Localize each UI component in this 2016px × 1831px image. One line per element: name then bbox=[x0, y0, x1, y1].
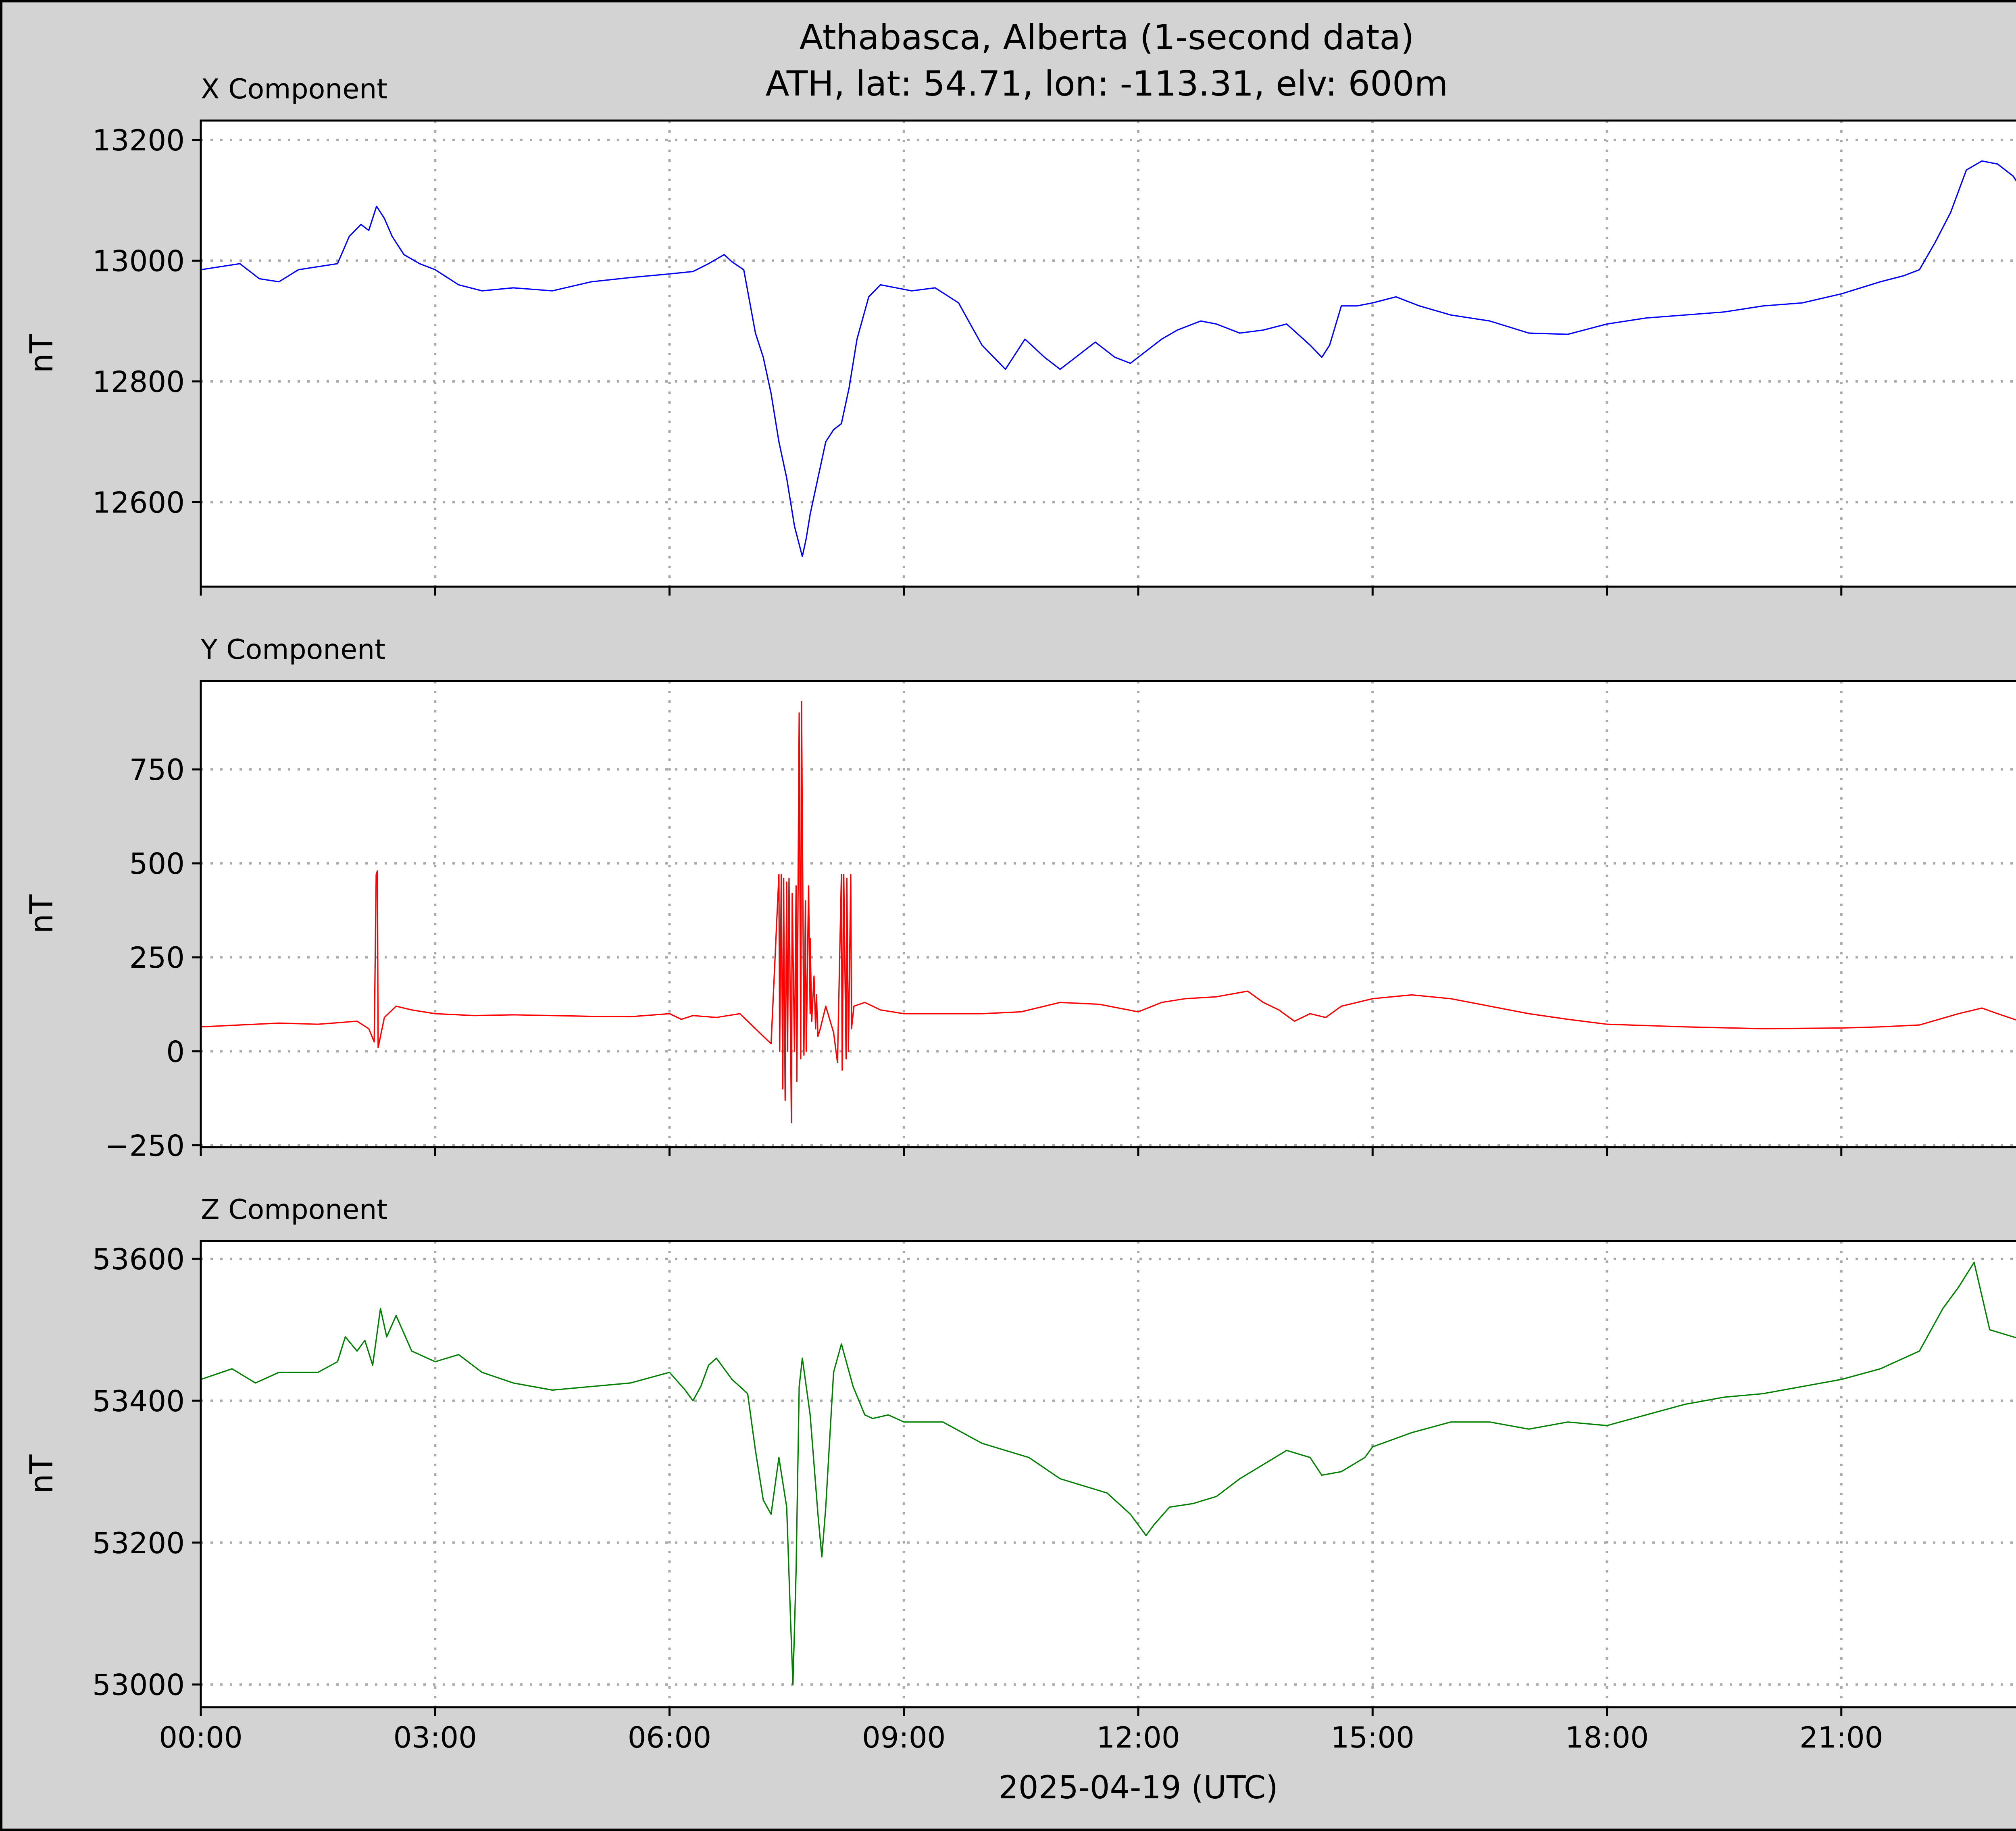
panel-z-yticks: 53000 53200 53400 53600 bbox=[92, 1242, 201, 1702]
panel-y-xticks bbox=[200, 1147, 1843, 1156]
panel-x-ytick-label: 13000 bbox=[92, 244, 185, 278]
panel-z-label: Z Component bbox=[201, 1194, 387, 1226]
xtick-label: 06:00 bbox=[628, 1721, 712, 1754]
panel-y-label: Y Component bbox=[200, 634, 385, 666]
panel-x-yticks: 12600 12800 13000 13200 bbox=[92, 123, 201, 519]
chart-title: Athabasca, Alberta (1-second data) bbox=[800, 17, 1414, 58]
xtick-label: 00:00 bbox=[159, 1721, 243, 1754]
panel-y-ytick-label: −250 bbox=[105, 1129, 185, 1162]
panel-y: −250 0 250 500 750 Y Component nT bbox=[24, 634, 2016, 1162]
panel-x-series-line bbox=[200, 160, 2016, 557]
panel-x-plot-area bbox=[201, 121, 2016, 587]
panel-z: 53000 53200 53400 53600 00:00 03:00 06:00 09:0… bbox=[24, 1194, 2016, 1806]
panel-x: 12600 12800 13000 13200 X Component nT bbox=[24, 73, 2016, 596]
panel-z-ytick-label: 53200 bbox=[92, 1526, 185, 1560]
xtick-label: 18:00 bbox=[1565, 1721, 1649, 1754]
xtick-label: 12:00 bbox=[1096, 1721, 1180, 1754]
panel-z-plot-area bbox=[201, 1241, 2016, 1707]
panel-y-ytick-label: 0 bbox=[166, 1035, 185, 1069]
xtick-label: 15:00 bbox=[1331, 1721, 1415, 1754]
panel-x-ytick-label: 12600 bbox=[92, 485, 185, 519]
panel-z-xticks: 00:00 03:00 06:00 09:00 12:00 15:00 18:00 21:00 bbox=[159, 1707, 1883, 1754]
panel-x-ytick-label: 13200 bbox=[92, 123, 185, 157]
panel-y-plot-area bbox=[201, 681, 2016, 1147]
panel-x-label: X Component bbox=[201, 73, 387, 105]
panel-y-ytick-label: 250 bbox=[129, 941, 185, 975]
panel-z-ylabel: nT bbox=[24, 1454, 60, 1494]
panel-x-xticks bbox=[200, 587, 1843, 596]
panel-y-yticks: −250 0 250 500 750 bbox=[105, 753, 201, 1162]
panel-x-ytick-label: 12800 bbox=[92, 365, 185, 399]
panel-y-ytick-label: 750 bbox=[129, 753, 185, 787]
x-axis-label: 2025-04-19 (UTC) bbox=[998, 1770, 1278, 1806]
chart-subtitle: ATH, lat: 54.71, lon: -113.31, elv: 600m bbox=[766, 64, 1448, 104]
panel-z-ytick-label: 53000 bbox=[92, 1668, 185, 1702]
panel-z-grid bbox=[201, 1241, 2016, 1707]
panel-z-ytick-label: 53400 bbox=[92, 1384, 185, 1418]
panel-z-series-line bbox=[200, 1262, 2016, 1685]
xtick-label: 21:00 bbox=[1799, 1721, 1883, 1754]
panel-y-ylabel: nT bbox=[24, 894, 60, 933]
xtick-label: 09:00 bbox=[862, 1721, 946, 1754]
panel-y-series-line bbox=[200, 701, 2016, 1123]
panel-x-grid bbox=[201, 121, 2016, 587]
panel-y-ytick-label: 500 bbox=[129, 847, 185, 881]
panel-z-ytick-label: 53600 bbox=[92, 1242, 185, 1276]
panel-x-ylabel: nT bbox=[24, 334, 60, 373]
xtick-label: 03:00 bbox=[394, 1721, 477, 1754]
panel-y-grid bbox=[201, 681, 2016, 1147]
